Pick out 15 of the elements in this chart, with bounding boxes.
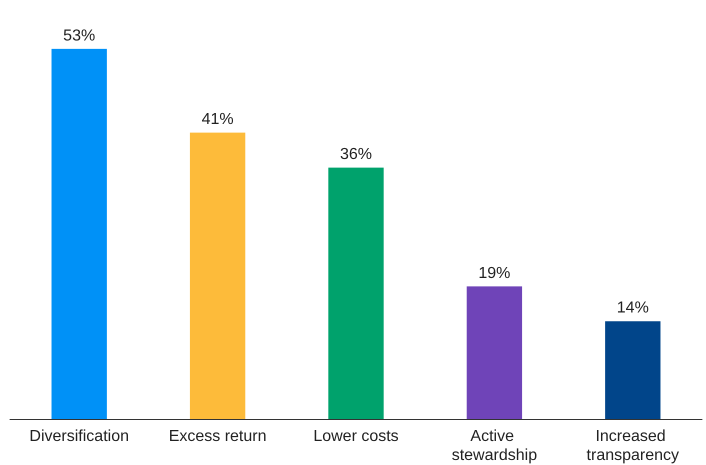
x-tick-label: Excess return [168,428,267,445]
data-label: 14% [616,300,649,317]
data-label: 19% [478,264,510,282]
data-label: 36% [340,146,372,164]
x-tick-label: Active stewardship [452,428,538,464]
data-label: 53% [63,27,96,44]
x-tick-label: Lower costs [313,428,399,445]
bar [466,286,522,419]
bar [328,168,384,419]
data-label: 41% [202,111,234,128]
x-tick-label: Increased transparency [586,428,680,464]
bar [52,48,107,419]
bar [190,132,246,419]
x-tick-label: Diversification [29,428,129,445]
bar [605,321,660,419]
